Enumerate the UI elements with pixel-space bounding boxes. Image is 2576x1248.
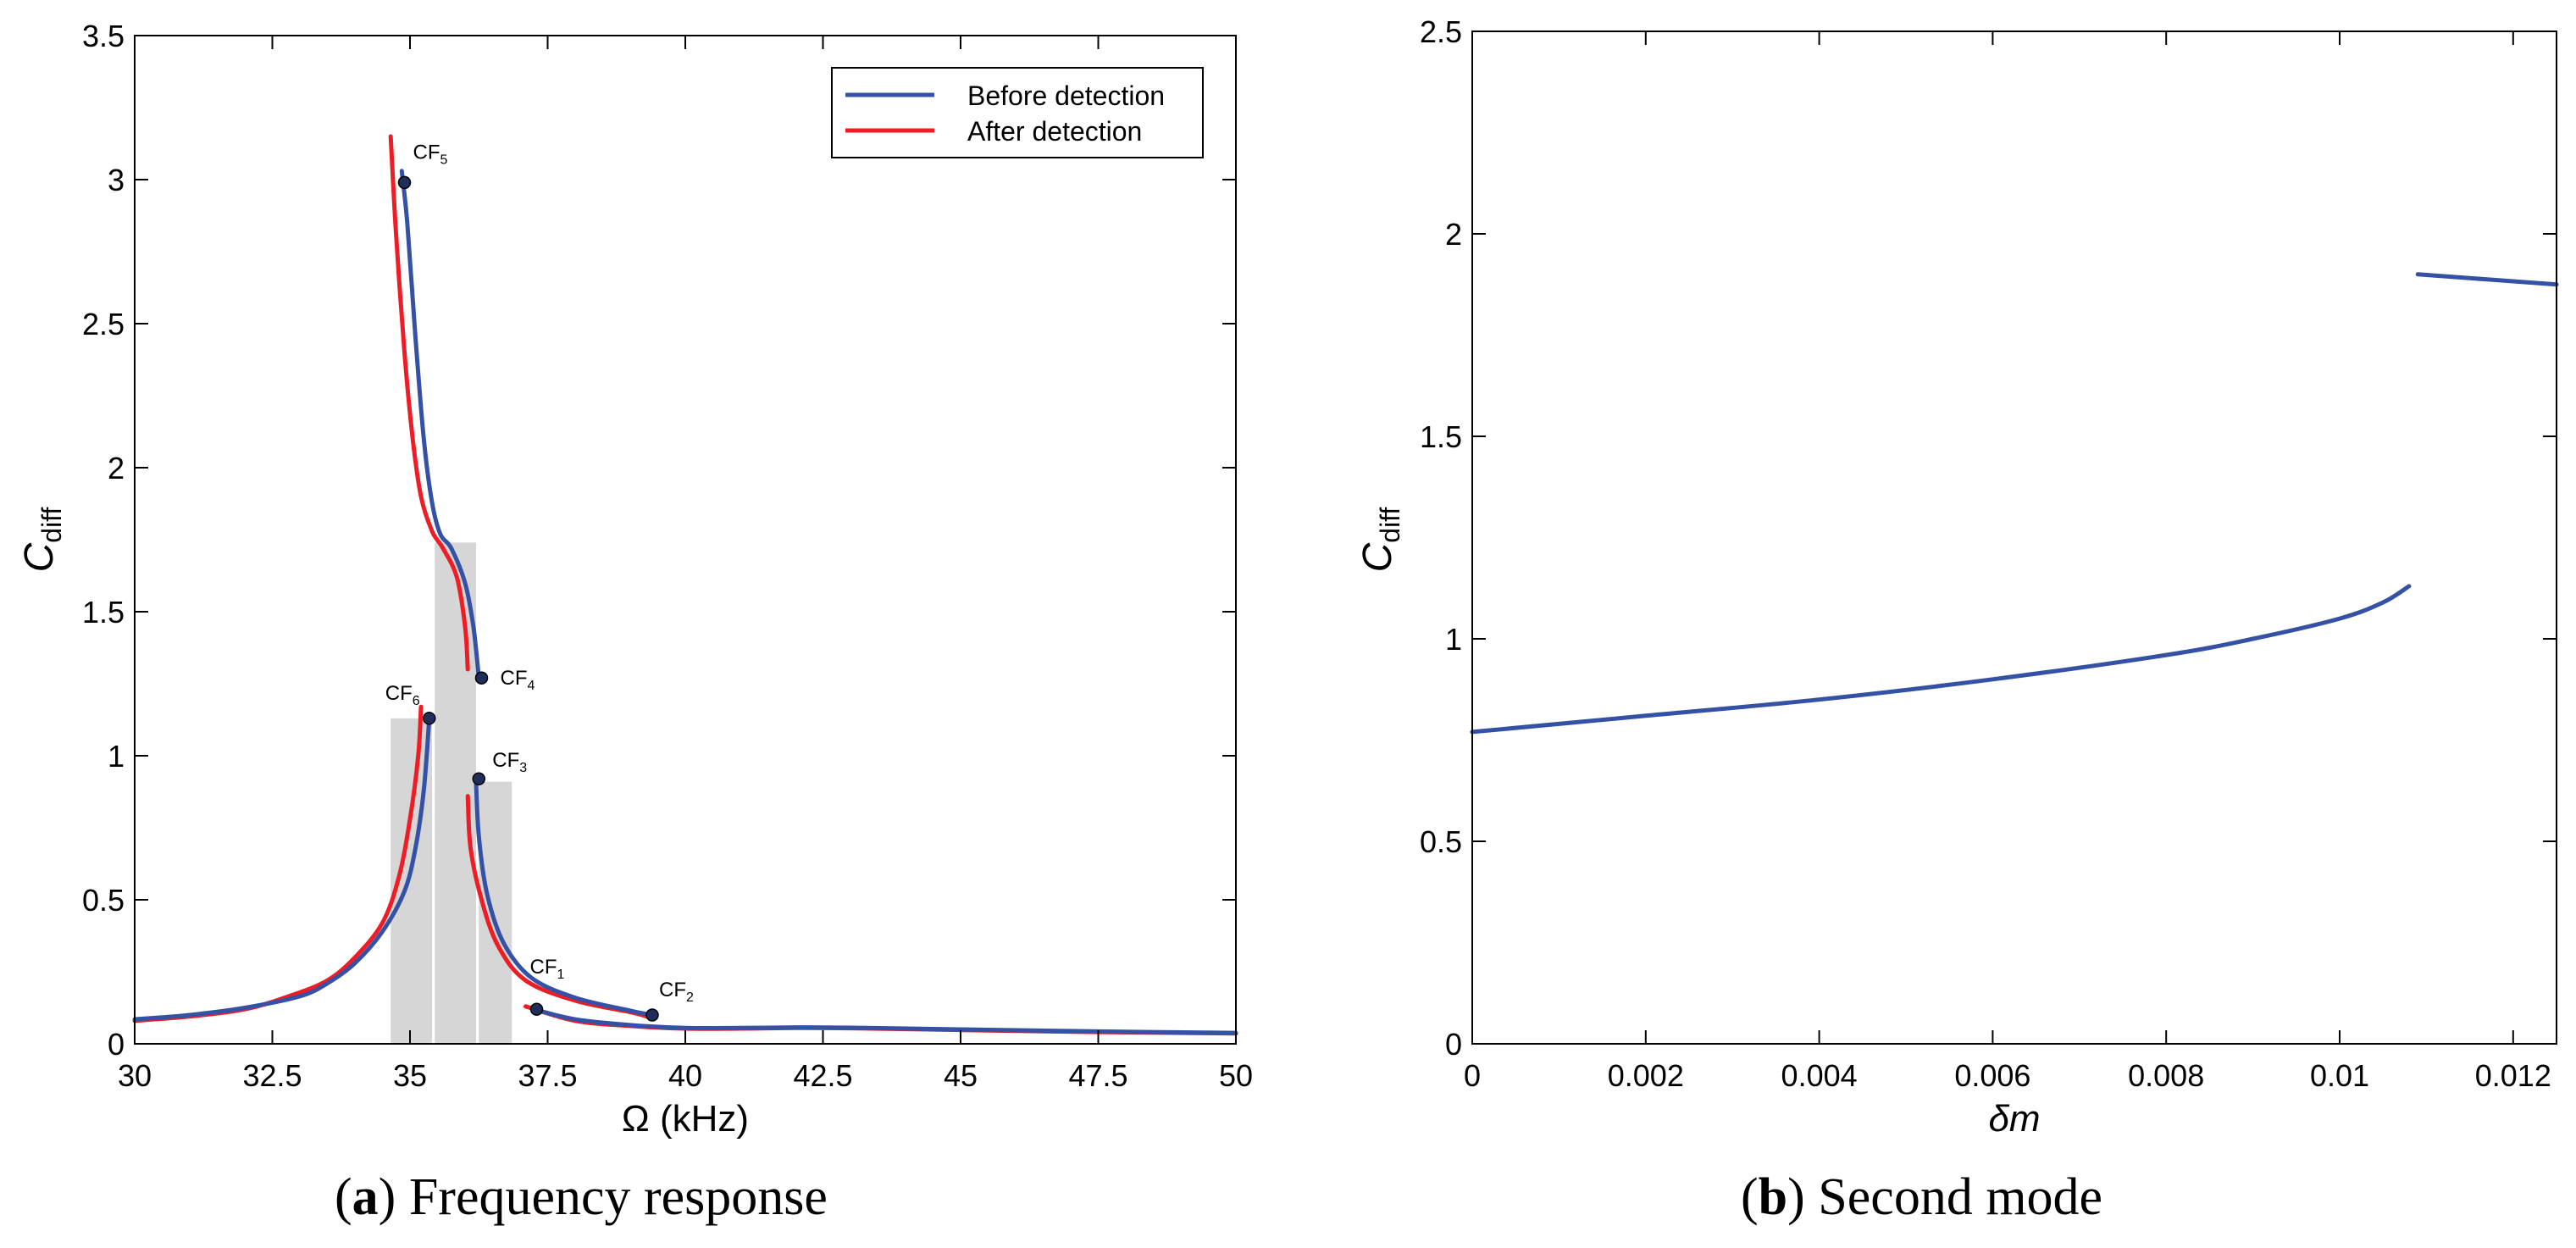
y-tick-label: 0 bbox=[108, 1027, 125, 1062]
caption-a-text: Frequency response bbox=[408, 1168, 828, 1226]
y-tick-label: 2.5 bbox=[82, 307, 125, 341]
series-line-after-detection bbox=[388, 134, 470, 672]
x-tick-label: 0.006 bbox=[1954, 1058, 2030, 1093]
y-axis-label-sub: diff bbox=[36, 508, 67, 543]
x-axis-label: Ω (kHz) bbox=[622, 1098, 749, 1140]
series-line-before-detection bbox=[531, 1007, 1238, 1035]
point-label-cf3: CF3 bbox=[492, 749, 527, 775]
point-label-sub: 4 bbox=[528, 679, 535, 693]
series-line-c-diff bbox=[1470, 584, 2412, 735]
point-label-cf5: CF5 bbox=[413, 141, 448, 167]
x-tick-label: 40 bbox=[668, 1058, 702, 1093]
point-label-sub: 1 bbox=[557, 968, 565, 982]
point-label-sub: 6 bbox=[413, 694, 420, 708]
legend-box bbox=[831, 67, 1204, 158]
y-tick-label: 0.5 bbox=[82, 883, 125, 918]
x-tick-label: 0 bbox=[1464, 1058, 1481, 1093]
y-tick-label: 0.5 bbox=[1420, 824, 1462, 859]
x-tick-label: 0.004 bbox=[1781, 1058, 1858, 1093]
point-marker-cf2 bbox=[645, 1008, 659, 1022]
point-label-sub: 2 bbox=[686, 990, 694, 1005]
x-tick-label: 30 bbox=[118, 1058, 152, 1093]
y-tick-label: 3 bbox=[108, 163, 125, 197]
caption-b: (b) Second mode bbox=[1741, 1168, 2103, 1226]
y-tick-label: 0 bbox=[1445, 1027, 1462, 1062]
x-tick-label: 0.012 bbox=[2475, 1058, 2551, 1093]
y-tick-label: 2 bbox=[108, 451, 125, 485]
series-line-after-detection bbox=[132, 704, 424, 1023]
point-label-cf6: CF6 bbox=[385, 682, 420, 708]
point-label-sub: 5 bbox=[440, 153, 448, 167]
point-marker-cf3 bbox=[472, 772, 485, 785]
x-tick-label: 47.5 bbox=[1068, 1058, 1127, 1093]
point-label-main: CF bbox=[501, 667, 528, 690]
x-tick-label: 0.01 bbox=[2310, 1058, 2369, 1093]
x-axis-label: δm bbox=[1988, 1098, 2040, 1140]
x-tick-label: 0.002 bbox=[1608, 1058, 1684, 1093]
point-label-cf4: CF4 bbox=[501, 667, 535, 693]
y-tick-label: 1.5 bbox=[82, 595, 125, 630]
x-tick-label: 32.5 bbox=[242, 1058, 302, 1093]
series-line-c-diff bbox=[2415, 272, 2559, 287]
point-marker-cf1 bbox=[529, 1002, 544, 1016]
y-axis-label: Cdiff bbox=[1355, 508, 1405, 573]
x-tick-label: 35 bbox=[393, 1058, 427, 1093]
point-label-main: CF bbox=[413, 141, 440, 164]
y-tick-label: 1 bbox=[108, 739, 125, 774]
point-label-main: CF bbox=[659, 979, 686, 1001]
series-line-before-detection bbox=[474, 779, 655, 1018]
point-marker-cf6 bbox=[423, 712, 436, 725]
x-tick-label: 37.5 bbox=[518, 1058, 577, 1093]
y-axis-label-sub: diff bbox=[1375, 508, 1405, 543]
point-label-cf2: CF2 bbox=[659, 979, 694, 1005]
y-tick-label: 1.5 bbox=[1420, 419, 1462, 454]
histogram-bar bbox=[435, 542, 476, 1044]
point-label-main: CF bbox=[385, 682, 413, 705]
x-tick-label: 45 bbox=[944, 1058, 978, 1093]
caption-b-text: Second mode bbox=[1818, 1168, 2103, 1226]
x-tick-label: 50 bbox=[1219, 1058, 1253, 1093]
point-marker-cf4 bbox=[474, 671, 489, 685]
y-tick-label: 1 bbox=[1445, 622, 1462, 657]
legend-label-after: After detection bbox=[967, 116, 1142, 147]
y-tick-label: 2.5 bbox=[1420, 14, 1462, 49]
x-tick-label: 0.008 bbox=[2128, 1058, 2204, 1093]
series-line-before-detection bbox=[399, 169, 481, 680]
legend-label-before: Before detection bbox=[967, 80, 1165, 111]
y-tick-label: 2 bbox=[1445, 217, 1462, 252]
second-mode-chart: 0 0.002 0.004 0.006 0.008 0.01 0.012 0 0.5 1 1.5 2 2… bbox=[1355, 14, 2559, 1140]
x-tick-label: 42.5 bbox=[793, 1058, 852, 1093]
caption-a: (a) Frequency response bbox=[335, 1168, 828, 1226]
legend: Before detection After detection bbox=[831, 67, 1204, 158]
plot-frame bbox=[1471, 31, 2557, 1045]
series-line-before-detection bbox=[132, 716, 432, 1022]
caption-b-letter: b bbox=[1758, 1168, 1788, 1226]
plot-frame bbox=[134, 35, 1237, 1045]
y-tick-label: 3.5 bbox=[82, 19, 125, 53]
y-axis-label: Cdiff bbox=[17, 508, 67, 573]
point-label-cf1: CF1 bbox=[530, 956, 565, 982]
caption-a-letter: a bbox=[352, 1168, 379, 1226]
point-marker-cf5 bbox=[397, 175, 412, 190]
point-label-main: CF bbox=[492, 749, 519, 772]
point-label-sub: 3 bbox=[519, 761, 527, 775]
point-label-main: CF bbox=[530, 956, 557, 979]
